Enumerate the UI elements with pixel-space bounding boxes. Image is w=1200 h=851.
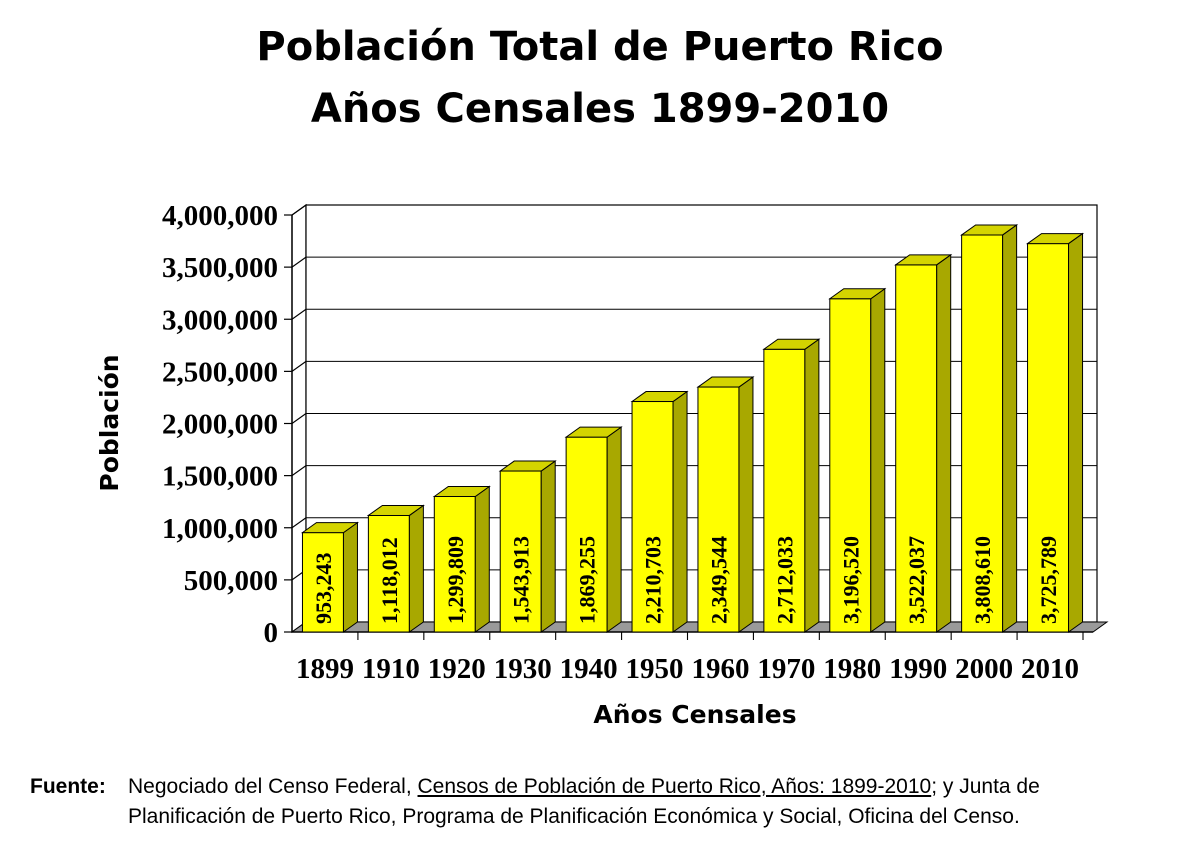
- bar-side: [804, 338, 820, 633]
- y-tick-label: 500,000: [184, 565, 278, 597]
- bar-side: [408, 504, 424, 633]
- bar: 2,712,033: [762, 338, 821, 633]
- bar: 1,869,255: [564, 426, 623, 633]
- bar: 3,725,789: [1025, 232, 1085, 633]
- bar: 953,243: [300, 521, 360, 633]
- bar-top: [1025, 233, 1085, 245]
- bar-value-label: 2,210,703: [641, 536, 666, 624]
- bar: 1,118,012: [366, 504, 425, 633]
- gridline-side: [291, 465, 307, 477]
- y-tick-label: 2,500,000: [162, 356, 278, 388]
- y-tick-label: 3,000,000: [162, 304, 278, 336]
- x-axis-label: Años Censales: [593, 700, 796, 729]
- y-tick-label: 4,000,000: [162, 200, 278, 232]
- x-tick-label: 1950: [626, 653, 684, 685]
- bar-top: [366, 504, 425, 516]
- y-tick-label: 3,500,000: [162, 252, 278, 284]
- bar-side: [540, 460, 556, 633]
- source-line-2: Planificación de Puerto Rico, Programa d…: [128, 805, 1020, 828]
- x-tick-label: 1910: [362, 653, 420, 685]
- bar-top: [564, 426, 623, 438]
- bar-layer: 953,243 1,118,012 1,299,809 1,543,913 1,869,…: [300, 223, 1085, 633]
- bar-top: [762, 338, 821, 350]
- bar-front: [829, 298, 872, 633]
- bar-side: [606, 426, 622, 633]
- x-tick-label: 1980: [823, 653, 881, 685]
- bar-side: [1068, 232, 1084, 633]
- x-tick-label: 1960: [691, 653, 749, 685]
- gridline-side: [291, 204, 307, 216]
- bar-value-label: 1,299,809: [443, 536, 468, 624]
- bar: 3,808,610: [960, 223, 1019, 633]
- x-tick-label: 1899: [296, 653, 354, 685]
- source-label: Fuente:: [30, 775, 106, 798]
- gridline-side: [291, 256, 307, 268]
- chart-subtitle: Años Censales 1899-2010: [310, 86, 890, 132]
- bar-top: [960, 224, 1019, 236]
- bar-top: [894, 254, 953, 266]
- bar-side: [936, 253, 952, 633]
- source-note: Fuente: Negociado del Censo Federal, Cens…: [30, 772, 1180, 832]
- bar-front: [301, 532, 344, 633]
- bar-side: [342, 521, 358, 633]
- bar: 1,299,809: [432, 485, 491, 633]
- bar-value-label: 2,712,033: [772, 536, 797, 624]
- y-tick-label: 0: [264, 617, 279, 649]
- y-tick-label: 1,500,000: [162, 461, 278, 493]
- gridline-side: [291, 360, 307, 372]
- source-text-post: ; y Junta de: [931, 775, 1040, 798]
- bar-value-label: 3,725,789: [1036, 536, 1061, 624]
- y-axis-label: Población: [95, 354, 124, 491]
- bar-top: [498, 460, 557, 472]
- bar: 3,522,037: [894, 253, 953, 633]
- gridline-side: [291, 413, 307, 424]
- bar-side: [738, 376, 754, 633]
- bar-top: [828, 288, 887, 300]
- bar-front: [631, 401, 674, 633]
- bar-side: [672, 390, 688, 633]
- x-tick-label: 2000: [955, 653, 1013, 685]
- bar: 3,196,520: [828, 287, 887, 633]
- bar: 2,210,703: [630, 390, 689, 633]
- bar-value-label: 1,118,012: [377, 537, 402, 624]
- chart-title: Población Total de Puerto Rico: [256, 24, 944, 70]
- gridline-side: [291, 308, 307, 320]
- bar-side: [474, 485, 490, 633]
- bar-value-label: 953,243: [311, 553, 336, 625]
- bar-value-label: 2,349,544: [706, 536, 731, 624]
- x-tick-label: 1970: [757, 653, 815, 685]
- bar-front: [763, 348, 806, 633]
- bar-value-label: 1,869,255: [575, 536, 600, 624]
- bar: 2,349,544: [696, 376, 755, 633]
- x-tick-label: 1940: [560, 653, 618, 685]
- y-tick-label: 2,000,000: [162, 409, 278, 441]
- source-text-pre: Negociado del Censo Federal,: [128, 775, 418, 798]
- bar-top: [300, 522, 360, 534]
- bar-value-label: 1,543,913: [509, 536, 534, 624]
- bar-front: [433, 495, 476, 633]
- bar-top: [432, 485, 491, 497]
- source-title: Censos de Población de Puerto Rico, Años…: [417, 775, 932, 798]
- x-tick-label: 2010: [1021, 653, 1079, 685]
- bar-value-label: 3,808,610: [970, 536, 995, 624]
- y-tick-label: 1,000,000: [162, 513, 278, 545]
- bar-side: [870, 287, 886, 633]
- x-tick-label: 1930: [494, 653, 552, 685]
- bar-top: [696, 376, 755, 388]
- bar-top: [630, 391, 689, 403]
- bar-value-label: 3,196,520: [838, 536, 863, 624]
- bar-front: [1027, 243, 1070, 633]
- bar-front: [499, 470, 542, 633]
- bar-chart: 0 500,000 1,000,000 1,500,000 2,000,000 2,500…: [95, 200, 1109, 729]
- bar-value-label: 3,522,037: [904, 536, 929, 624]
- bar-side: [1002, 223, 1018, 633]
- axis-layer: 0 500,000 1,000,000 1,500,000 2,000,000 2,500…: [162, 200, 1093, 685]
- x-tick-label: 1990: [889, 653, 947, 685]
- bar: 1,543,913: [498, 460, 557, 633]
- x-tick-label: 1920: [428, 653, 486, 685]
- gridline-side: [291, 517, 307, 529]
